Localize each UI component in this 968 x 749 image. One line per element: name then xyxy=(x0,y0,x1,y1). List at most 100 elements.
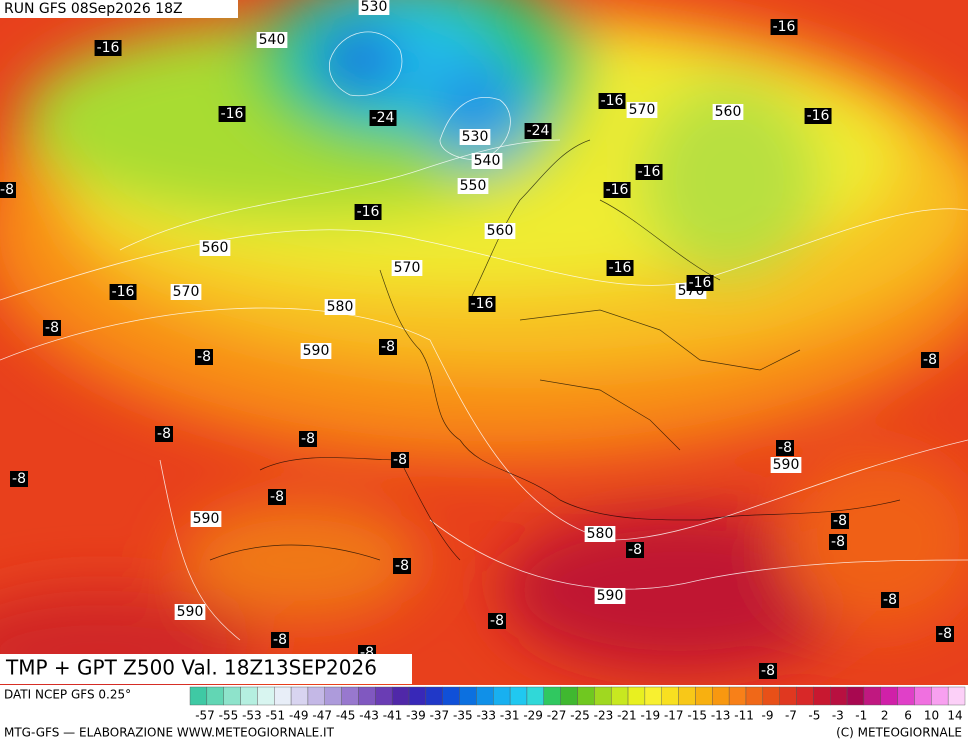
temperature-label: -8 xyxy=(923,352,937,368)
legend-tick-label: -15 xyxy=(687,709,707,723)
temperature-label: -16 xyxy=(638,164,661,180)
geopotential-label: 530 xyxy=(462,129,489,145)
temperature-label: -16 xyxy=(601,93,624,109)
geopotential-label-box xyxy=(459,129,491,145)
temperature-label-box xyxy=(603,182,631,198)
legend-tick-label: -13 xyxy=(711,709,731,723)
legend-tick-label: 2 xyxy=(881,709,889,723)
temperature-label: -8 xyxy=(197,349,211,365)
temperature-label-box xyxy=(921,352,939,368)
legend-tick-label: 10 xyxy=(924,709,939,723)
geopotential-label-box xyxy=(358,0,390,15)
legend-swatch xyxy=(560,686,578,706)
geopotential-label-box xyxy=(484,223,516,239)
temperature-label: -8 xyxy=(833,513,847,529)
legend-swatch xyxy=(526,686,545,706)
legend-swatch xyxy=(509,686,528,706)
temperature-label: -16 xyxy=(221,106,244,122)
legend-swatch xyxy=(779,686,797,706)
legend-swatch xyxy=(627,686,646,706)
geopotential-label: 590 xyxy=(177,604,204,620)
temperature-label: -8 xyxy=(273,632,287,648)
color-legend: -57 -55 -53 -51 -49 -47 -45 -43 -41 -39 -37 -35 -33-… xyxy=(189,686,966,723)
legend-swatch xyxy=(341,686,359,706)
geopotential-label: 580 xyxy=(327,299,354,315)
temperature-label: -16 xyxy=(471,296,494,312)
geopotential-label: 590 xyxy=(193,511,220,527)
legend-swatch xyxy=(712,686,730,706)
legend-tick-label: -53 xyxy=(242,709,262,723)
temperature-label-box xyxy=(829,534,847,550)
source-label: DATI NCEP GFS 0.25° xyxy=(4,688,131,702)
legend-tick-label: -5 xyxy=(808,709,820,723)
geopotential-label-box xyxy=(324,299,356,315)
geopotential-label: 530 xyxy=(361,0,388,15)
geopotential-label-box xyxy=(594,588,626,604)
temperature-label: -16 xyxy=(807,108,830,124)
temperature-label-box xyxy=(770,19,798,35)
temperature-label: -8 xyxy=(883,592,897,608)
legend-swatch xyxy=(358,686,376,706)
legend-swatch xyxy=(863,686,881,706)
temperature-label: -8 xyxy=(381,339,395,355)
legend-tick-label: -45 xyxy=(336,709,356,723)
coastlines xyxy=(209,139,901,561)
legend-swatch xyxy=(459,686,477,706)
temperature-label-box xyxy=(94,40,122,56)
legend-tick-label: -17 xyxy=(664,709,684,723)
legend-tick-label: -31 xyxy=(500,709,520,723)
temperature-label: -8 xyxy=(157,426,171,442)
legend-swatch xyxy=(391,686,410,706)
legend-swatch xyxy=(897,686,915,706)
legend-swatch xyxy=(442,686,460,706)
geopotential-label: 550 xyxy=(460,178,487,194)
legend-swatch xyxy=(846,686,865,706)
geopotential-label: 570 xyxy=(394,260,421,276)
legend-tick-label: -23 xyxy=(594,709,614,723)
legend-swatch xyxy=(223,686,241,706)
temperature-label: -8 xyxy=(778,440,792,456)
temperature-label: -8 xyxy=(490,613,504,629)
isohypses xyxy=(0,31,968,641)
legend-swatch xyxy=(324,686,342,706)
geopotential-label-box xyxy=(199,240,231,256)
legend-tick-label: -39 xyxy=(406,709,426,723)
temperature-label: -8 xyxy=(395,558,409,574)
temperature-label-box xyxy=(831,513,849,529)
temperature-label-box xyxy=(936,626,954,642)
temperature-label-box xyxy=(468,296,496,312)
legend-tick-label: -49 xyxy=(289,709,309,723)
legend-swatch xyxy=(695,686,713,706)
map-title: TMP + GPT Z500 Val. 18Z13SEP2026 xyxy=(5,656,377,680)
legend-swatch xyxy=(307,686,325,706)
legend-swatch xyxy=(728,686,747,706)
credit-left: MTG-GFS — ELABORAZIONE WWW.METEOGIORNALE… xyxy=(4,726,335,740)
temperature-label-box xyxy=(299,431,317,447)
legend-tick-label: -9 xyxy=(762,709,774,723)
legend-tick-label: -47 xyxy=(312,709,332,723)
legend-tick-label: 6 xyxy=(904,709,912,723)
legend-swatch xyxy=(425,686,443,706)
legend-tick-label: -51 xyxy=(266,709,286,723)
legend-swatch xyxy=(206,686,224,706)
temperature-label: -8 xyxy=(761,663,775,679)
temperature-label: -8 xyxy=(0,182,14,198)
legend-swatch xyxy=(796,686,814,706)
credit-right: (C) METEOGIORNALE xyxy=(836,726,962,740)
legend-tick-label: -7 xyxy=(785,709,797,723)
temperature-label: -8 xyxy=(270,489,284,505)
temperature-label-box xyxy=(369,110,397,126)
legend-tick-label: -19 xyxy=(641,709,661,723)
legend-tick-label: -37 xyxy=(430,709,450,723)
temperature-label: -8 xyxy=(393,452,407,468)
geopotential-label: 560 xyxy=(715,104,742,120)
temperature-label-box xyxy=(218,106,246,122)
legend-swatch xyxy=(830,686,848,706)
legend-swatch xyxy=(375,686,393,706)
legend-swatch xyxy=(274,686,292,706)
geopotential-label-box xyxy=(256,32,288,48)
temperature-label: -8 xyxy=(301,431,315,447)
legend-tick-label: 14 xyxy=(947,709,962,723)
geopotential-label-box xyxy=(391,260,423,276)
